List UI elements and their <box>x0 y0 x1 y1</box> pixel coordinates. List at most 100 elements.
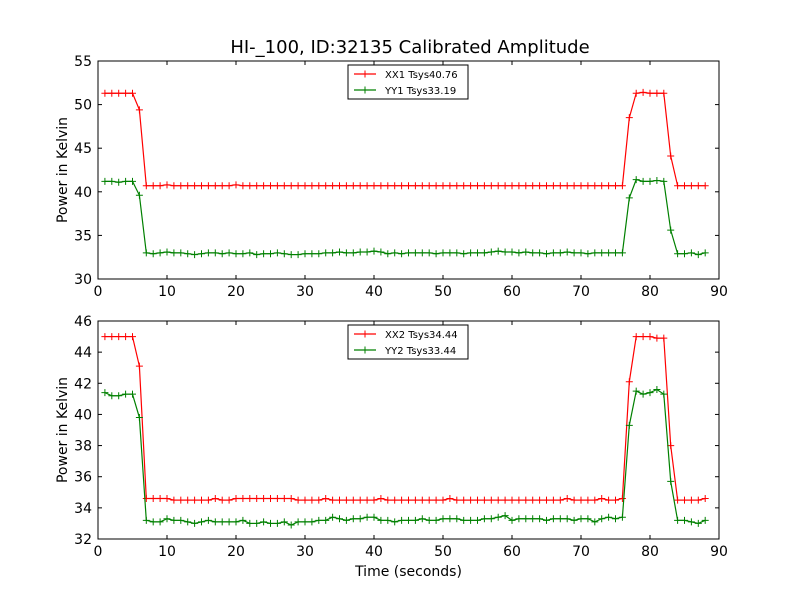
data-point <box>260 250 268 258</box>
data-point <box>329 182 337 190</box>
data-point <box>480 496 488 504</box>
x-tick-label: 20 <box>227 544 245 560</box>
data-point <box>198 496 205 504</box>
data-point <box>508 516 516 524</box>
data-point <box>687 496 695 504</box>
data-point <box>598 182 606 190</box>
data-point <box>398 496 406 504</box>
data-point <box>336 182 343 190</box>
data-point <box>218 518 226 526</box>
data-point <box>660 390 668 398</box>
data-point <box>570 516 578 524</box>
data-point <box>467 249 475 257</box>
data-point <box>543 516 550 524</box>
data-point <box>556 249 564 257</box>
data-point <box>701 516 709 524</box>
y-tick-label: 30 <box>74 272 92 288</box>
data-point <box>480 182 488 190</box>
data-point <box>418 496 426 504</box>
data-point <box>273 249 281 257</box>
data-point <box>170 182 178 190</box>
data-point <box>301 518 309 526</box>
data-point <box>411 516 419 524</box>
x-tick-label: 40 <box>365 544 383 560</box>
data-point <box>163 495 171 503</box>
data-point <box>598 249 606 257</box>
data-point <box>308 182 316 190</box>
data-point <box>681 516 688 524</box>
data-point <box>460 516 468 524</box>
data-point <box>515 496 523 504</box>
data-point <box>191 496 199 504</box>
data-point <box>391 182 399 190</box>
data-point <box>163 181 171 189</box>
data-point <box>681 250 688 258</box>
legend-label: YY1 Tsys33.19 <box>384 86 456 97</box>
data-point <box>280 250 288 258</box>
data-point <box>115 333 123 341</box>
data-point <box>653 386 661 394</box>
chart-title: HI-_100, ID:32135 Calibrated Amplitude <box>230 37 589 58</box>
data-point <box>115 89 123 97</box>
data-point <box>467 496 475 504</box>
data-point <box>218 496 226 504</box>
data-point <box>639 177 647 185</box>
data-point <box>549 249 557 257</box>
data-point <box>308 250 316 258</box>
data-point <box>501 512 509 520</box>
legend-item-1: XX1 Tsys40.76 <box>354 70 458 81</box>
data-point <box>308 518 316 526</box>
data-point <box>198 182 205 190</box>
x-tick-label: 0 <box>94 284 103 300</box>
data-point <box>363 513 371 521</box>
data-point <box>494 247 502 255</box>
data-point <box>605 513 613 521</box>
data-point <box>529 496 537 504</box>
data-point <box>508 248 516 256</box>
data-point <box>418 182 426 190</box>
data-point <box>584 515 592 523</box>
data-point <box>253 519 261 527</box>
data-point <box>487 515 495 523</box>
data-point <box>239 495 247 503</box>
data-point <box>536 182 544 190</box>
data-point <box>694 519 702 527</box>
data-point <box>315 250 323 258</box>
data-point <box>170 496 178 504</box>
data-point <box>294 251 302 259</box>
data-point <box>101 333 109 341</box>
data-point <box>701 249 709 257</box>
data-point <box>425 249 433 257</box>
data-point <box>515 182 523 190</box>
data-point <box>204 182 212 190</box>
data-point <box>108 177 116 185</box>
data-point <box>425 496 433 504</box>
data-point <box>549 496 557 504</box>
data-point <box>501 182 509 190</box>
y-tick-label: 44 <box>74 345 92 361</box>
y-tick-label: 42 <box>74 376 92 392</box>
data-point <box>660 334 668 342</box>
data-point <box>294 518 302 526</box>
data-point <box>142 182 150 190</box>
data-point <box>122 89 130 97</box>
data-point <box>543 496 550 504</box>
data-point <box>246 249 254 257</box>
data-point <box>522 515 530 523</box>
data-point <box>336 515 343 523</box>
data-point <box>149 250 157 258</box>
data-point <box>301 250 309 258</box>
data-point <box>204 516 212 524</box>
data-point <box>322 249 330 257</box>
data-point <box>563 182 571 190</box>
data-point <box>681 496 688 504</box>
data-point <box>232 181 240 189</box>
data-point <box>612 182 619 190</box>
data-point <box>198 250 205 258</box>
data-point <box>356 182 364 190</box>
data-point <box>322 516 330 524</box>
data-point <box>184 182 192 190</box>
data-point <box>108 333 116 341</box>
data-point <box>349 182 357 190</box>
data-point <box>356 248 364 256</box>
